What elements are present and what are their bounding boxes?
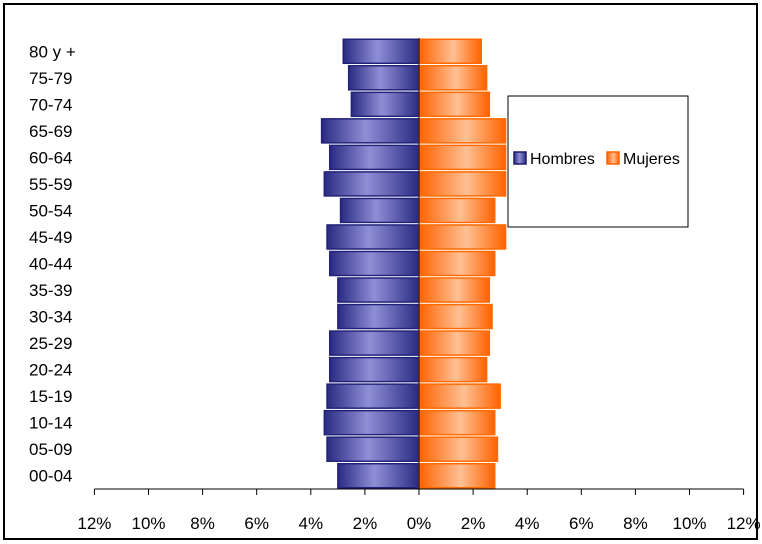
bar-hombres-00-04	[337, 462, 420, 489]
bar-mujeres-40-44	[418, 250, 496, 277]
bar-mujeres-65-69	[418, 118, 507, 144]
bar-hombres-75-79	[347, 65, 420, 91]
bar-mujeres-10-14	[418, 409, 496, 436]
bar-mujeres-60-64	[418, 144, 507, 171]
bar-hombres-80y+	[342, 38, 420, 65]
bar-hombres-05-09	[326, 436, 420, 462]
y-tick-label: 70-74	[29, 95, 72, 114]
bar-mujeres-55-59	[418, 171, 507, 197]
x-tick-label: 6%	[569, 514, 594, 533]
bar-hombres-20-24	[328, 356, 420, 383]
y-tick-label: 45-49	[29, 228, 72, 247]
y-tick-label: 75-79	[29, 69, 72, 88]
y-tick-label: 60-64	[29, 148, 72, 167]
bar-mujeres-70-74	[418, 91, 491, 118]
bar-hombres-40-44	[328, 250, 420, 277]
bar-mujeres-30-34	[418, 303, 493, 330]
x-tick-label: 2%	[353, 514, 378, 533]
y-tick-label: 40-44	[29, 255, 72, 274]
bar-mujeres-20-24	[418, 356, 488, 383]
y-tick-label: 20-24	[29, 361, 72, 380]
legend: Hombres Mujeres	[507, 95, 689, 228]
bar-hombres-45-49	[326, 224, 420, 250]
bar-mujeres-35-39	[418, 277, 491, 303]
x-tick-label: 10%	[131, 514, 165, 533]
bar-mujeres-80y+	[418, 38, 482, 65]
x-tick-label: 4%	[299, 514, 324, 533]
bar-hombres-50-54	[339, 197, 420, 224]
x-tick-label: 10%	[672, 514, 706, 533]
y-tick-label: 35-39	[29, 281, 72, 300]
x-tick-label: 4%	[515, 514, 540, 533]
bar-mujeres-25-29	[418, 330, 491, 356]
x-tick-label: 0%	[407, 514, 432, 533]
bar-hombres-70-74	[350, 91, 420, 118]
legend-swatch-mujeres	[606, 151, 620, 165]
x-tick-label: 8%	[190, 514, 215, 533]
bar-mujeres-75-79	[418, 65, 488, 91]
legend-label-hombres: Hombres	[530, 151, 595, 168]
y-tick-label: 05-09	[29, 440, 72, 459]
bar-mujeres-05-09	[418, 436, 499, 462]
x-tick-label: 6%	[244, 514, 269, 533]
bar-hombres-10-14	[323, 409, 420, 436]
y-tick-label: 30-34	[29, 308, 72, 327]
x-tick-label: 2%	[461, 514, 486, 533]
bar-hombres-30-34	[337, 303, 420, 330]
y-tick-label: 10-14	[29, 414, 72, 433]
x-tick-label: 8%	[623, 514, 648, 533]
bar-hombres-60-64	[328, 144, 420, 171]
y-tick-label: 65-69	[29, 122, 72, 141]
bar-mujeres-15-19	[418, 383, 501, 409]
legend-label-mujeres: Mujeres	[623, 151, 680, 168]
x-tick-label: 12%	[77, 514, 111, 533]
y-tick-label: 15-19	[29, 387, 72, 406]
bar-hombres-25-29	[328, 330, 420, 356]
y-tick-label: 25-29	[29, 334, 72, 353]
bar-mujeres-45-49	[418, 224, 507, 250]
y-tick-label: 55-59	[29, 175, 72, 194]
bar-hombres-35-39	[337, 277, 420, 303]
bar-hombres-65-69	[320, 118, 420, 144]
bar-mujeres-00-04	[418, 462, 496, 489]
bar-hombres-15-19	[326, 383, 420, 409]
legend-box	[507, 95, 689, 228]
y-tick-label: 00-04	[29, 467, 72, 486]
y-tick-label: 80 y +	[29, 42, 76, 61]
x-tick-label: 12%	[727, 514, 761, 533]
y-tick-label: 50-54	[29, 201, 72, 220]
legend-swatch-hombres	[513, 151, 527, 165]
bar-hombres-55-59	[323, 171, 420, 197]
bar-mujeres-50-54	[418, 197, 496, 224]
